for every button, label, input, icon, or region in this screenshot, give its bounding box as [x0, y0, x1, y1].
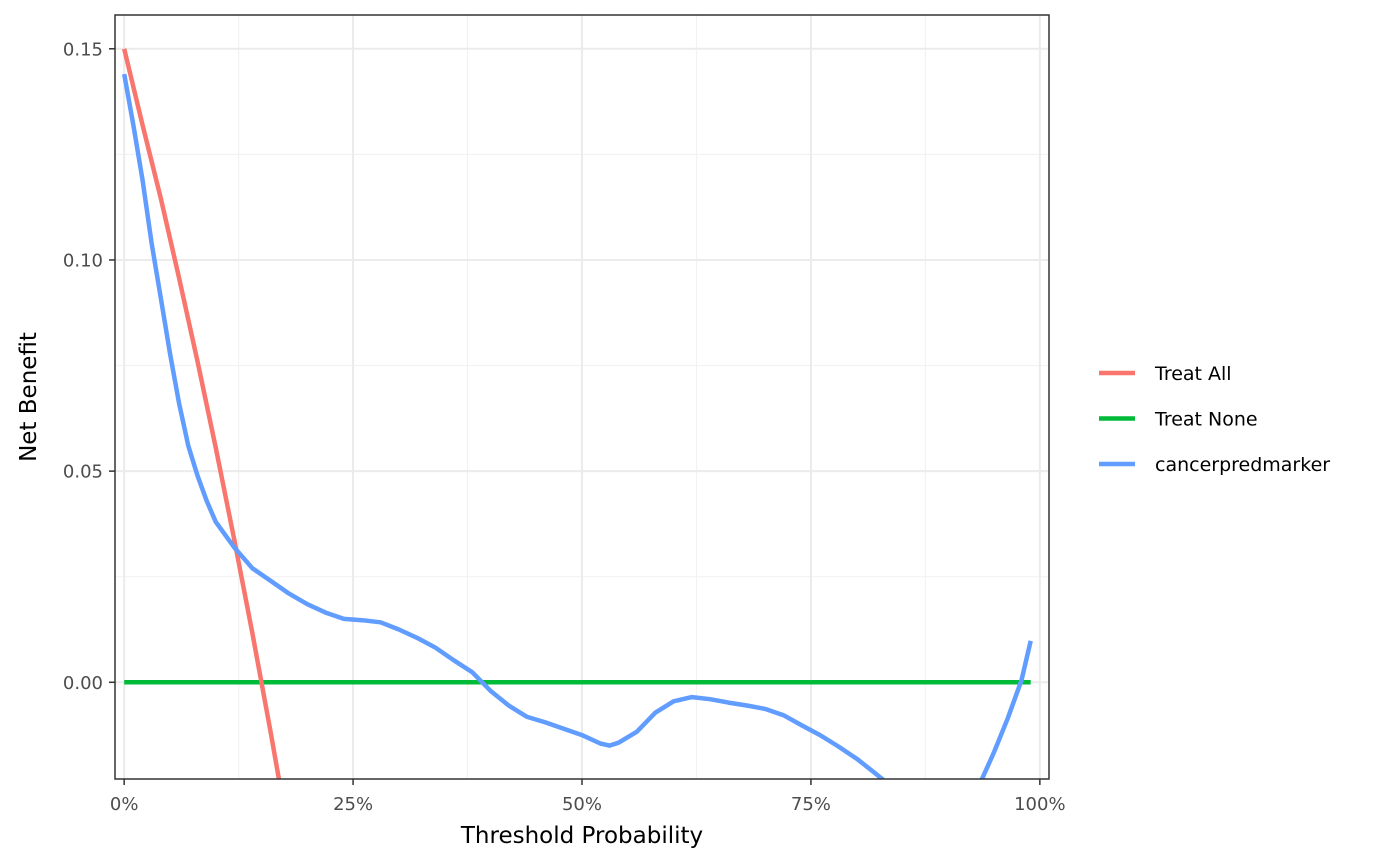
- major-gridlines: [115, 15, 1049, 779]
- axis-ticks: [109, 48, 1041, 785]
- legend-label-treat-none: Treat None: [1154, 409, 1258, 431]
- x-tick-label: 50%: [562, 794, 602, 815]
- series-line-cancerpredmarker: [121, 73, 1033, 779]
- y-axis-tick-labels: 0.00 0.05 0.10 0.15: [63, 39, 103, 693]
- y-tick-label: 0.00: [63, 673, 103, 694]
- x-axis-tick-labels: 0% 25% 50% 75% 100%: [110, 794, 1066, 815]
- y-axis-title: Net Benefit: [16, 332, 42, 462]
- legend-label-cancerpredmarker: cancerpredmarker: [1155, 454, 1330, 476]
- x-tick-label: 100%: [1014, 794, 1065, 815]
- x-tick-label: 75%: [791, 794, 831, 815]
- legend-label-treat-all: Treat All: [1154, 363, 1232, 385]
- y-tick-label: 0.15: [63, 39, 103, 60]
- legend: Treat All Treat None cancerpredmarker: [1099, 363, 1330, 476]
- series-lines: [121, 48, 1033, 779]
- y-tick-label: 0.05: [63, 462, 103, 483]
- y-tick-label: 0.10: [63, 250, 103, 271]
- x-tick-label: 25%: [333, 794, 373, 815]
- x-axis-title: Threshold Probability: [460, 823, 703, 849]
- x-tick-label: 0%: [110, 794, 139, 815]
- series-line-treat-all: [122, 48, 282, 779]
